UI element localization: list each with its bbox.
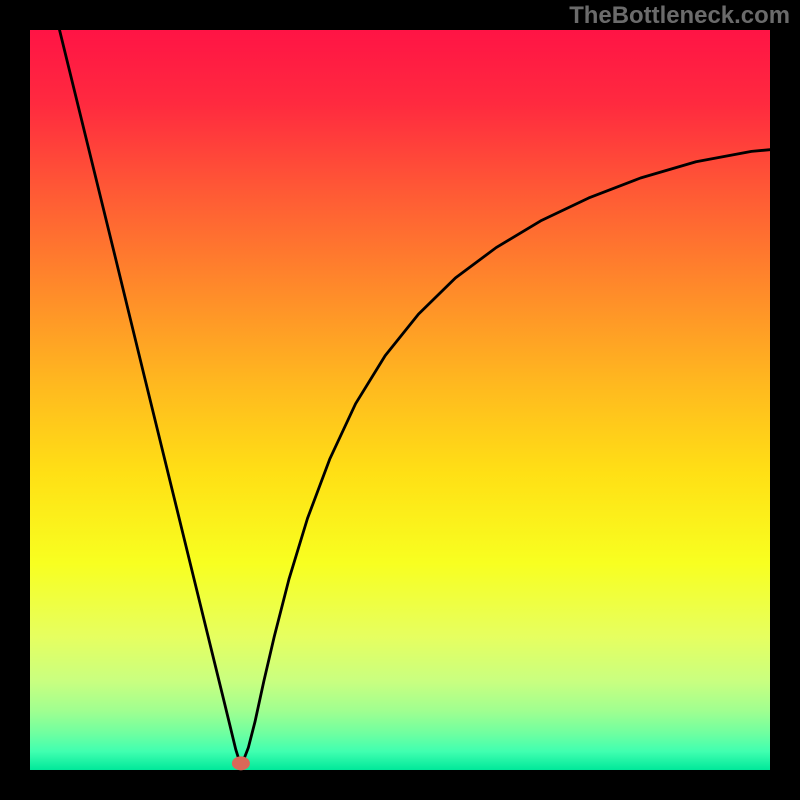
watermark-text: TheBottleneck.com bbox=[569, 2, 790, 30]
plot-svg bbox=[0, 0, 800, 800]
plot-background bbox=[30, 30, 770, 770]
chart-stage: TheBottleneck.com bbox=[0, 0, 800, 800]
minimum-marker bbox=[232, 756, 250, 770]
